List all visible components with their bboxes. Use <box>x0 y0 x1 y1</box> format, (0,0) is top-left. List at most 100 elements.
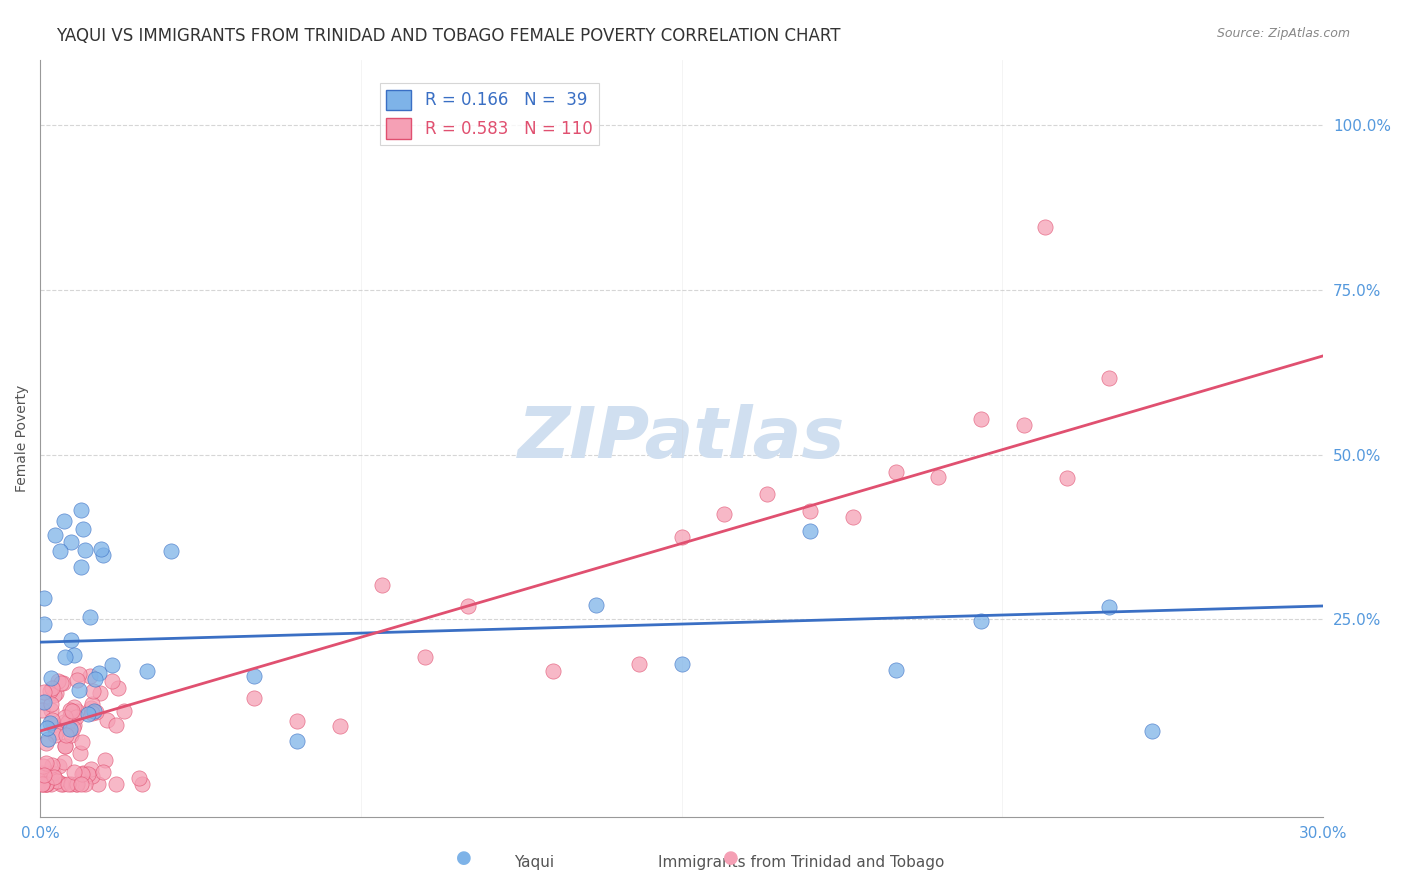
Immigrants from Trinidad and Tobago <box>842 510 865 524</box>
Immigrants from Trinidad and Tobago <box>42 770 65 784</box>
Immigrants from Trinidad and Tobago <box>37 771 59 785</box>
Immigrants from Trinidad and Tobago <box>84 705 107 719</box>
Immigrants from Trinidad and Tobago <box>671 530 693 544</box>
Yaqui <box>53 514 76 528</box>
Immigrants from Trinidad and Tobago <box>76 767 98 781</box>
Immigrants from Trinidad and Tobago <box>52 777 75 791</box>
Immigrants from Trinidad and Tobago <box>63 699 86 714</box>
Immigrants from Trinidad and Tobago <box>41 713 63 727</box>
Yaqui <box>35 721 58 735</box>
Immigrants from Trinidad and Tobago <box>328 719 350 733</box>
Immigrants from Trinidad and Tobago <box>60 704 83 718</box>
Immigrants from Trinidad and Tobago <box>927 470 949 484</box>
Immigrants from Trinidad and Tobago <box>1056 470 1078 484</box>
Immigrants from Trinidad and Tobago <box>756 487 779 501</box>
Immigrants from Trinidad and Tobago <box>128 771 150 785</box>
Immigrants from Trinidad and Tobago <box>39 770 62 784</box>
Y-axis label: Female Poverty: Female Poverty <box>15 384 30 491</box>
Yaqui <box>34 616 56 631</box>
Immigrants from Trinidad and Tobago <box>80 697 103 711</box>
Yaqui <box>70 503 93 517</box>
Yaqui <box>83 704 105 718</box>
Immigrants from Trinidad and Tobago <box>66 777 89 791</box>
Immigrants from Trinidad and Tobago <box>51 777 73 791</box>
Immigrants from Trinidad and Tobago <box>35 777 58 791</box>
Immigrants from Trinidad and Tobago <box>53 710 76 724</box>
Immigrants from Trinidad and Tobago <box>66 704 89 718</box>
Immigrants from Trinidad and Tobago <box>59 703 82 717</box>
Immigrants from Trinidad and Tobago <box>52 756 75 770</box>
Immigrants from Trinidad and Tobago <box>91 765 114 780</box>
Text: YAQUI VS IMMIGRANTS FROM TRINIDAD AND TOBAGO FEMALE POVERTY CORRELATION CHART: YAQUI VS IMMIGRANTS FROM TRINIDAD AND TO… <box>56 27 841 45</box>
Immigrants from Trinidad and Tobago <box>35 756 58 770</box>
Text: Source: ZipAtlas.com: Source: ZipAtlas.com <box>1216 27 1350 40</box>
Yaqui <box>1140 724 1163 739</box>
Immigrants from Trinidad and Tobago <box>70 735 93 749</box>
Immigrants from Trinidad and Tobago <box>38 771 60 785</box>
Yaqui <box>970 614 993 628</box>
Immigrants from Trinidad and Tobago <box>243 690 266 705</box>
Immigrants from Trinidad and Tobago <box>107 681 129 695</box>
Immigrants from Trinidad and Tobago <box>39 703 62 717</box>
Immigrants from Trinidad and Tobago <box>41 758 63 772</box>
Immigrants from Trinidad and Tobago <box>46 674 69 689</box>
Immigrants from Trinidad and Tobago <box>543 664 565 678</box>
Immigrants from Trinidad and Tobago <box>42 717 65 731</box>
Immigrants from Trinidad and Tobago <box>60 728 83 742</box>
Text: ●: ● <box>723 849 740 867</box>
Immigrants from Trinidad and Tobago <box>413 650 436 665</box>
Yaqui <box>1098 600 1121 615</box>
Text: ZIPatlas: ZIPatlas <box>517 403 845 473</box>
Immigrants from Trinidad and Tobago <box>1033 220 1056 235</box>
Yaqui <box>69 560 91 574</box>
Immigrants from Trinidad and Tobago <box>69 777 91 791</box>
Immigrants from Trinidad and Tobago <box>75 777 97 791</box>
Immigrants from Trinidad and Tobago <box>62 722 84 736</box>
Immigrants from Trinidad and Tobago <box>39 697 62 711</box>
Yaqui <box>37 732 59 747</box>
Immigrants from Trinidad and Tobago <box>35 777 58 791</box>
Yaqui <box>799 524 821 538</box>
Yaqui <box>136 665 159 679</box>
Immigrants from Trinidad and Tobago <box>52 715 75 730</box>
Immigrants from Trinidad and Tobago <box>79 701 101 715</box>
Immigrants from Trinidad and Tobago <box>65 709 87 723</box>
Immigrants from Trinidad and Tobago <box>39 766 62 780</box>
Immigrants from Trinidad and Tobago <box>39 777 62 791</box>
Yaqui <box>90 541 112 556</box>
Immigrants from Trinidad and Tobago <box>627 657 650 671</box>
Immigrants from Trinidad and Tobago <box>82 684 104 698</box>
Immigrants from Trinidad and Tobago <box>56 714 79 729</box>
Immigrants from Trinidad and Tobago <box>58 715 80 730</box>
Immigrants from Trinidad and Tobago <box>31 695 53 709</box>
Immigrants from Trinidad and Tobago <box>884 466 907 480</box>
Immigrants from Trinidad and Tobago <box>35 777 58 791</box>
Yaqui <box>34 591 56 606</box>
Immigrants from Trinidad and Tobago <box>79 669 101 683</box>
Immigrants from Trinidad and Tobago <box>65 777 87 791</box>
Immigrants from Trinidad and Tobago <box>32 768 55 782</box>
Immigrants from Trinidad and Tobago <box>80 706 103 720</box>
Immigrants from Trinidad and Tobago <box>457 599 479 613</box>
Text: ●: ● <box>456 849 472 867</box>
Yaqui <box>39 671 62 685</box>
Immigrants from Trinidad and Tobago <box>89 685 111 699</box>
Yaqui <box>91 548 114 562</box>
Yaqui <box>67 682 90 697</box>
Immigrants from Trinidad and Tobago <box>713 507 735 521</box>
Immigrants from Trinidad and Tobago <box>48 758 70 772</box>
Yaqui <box>73 542 96 557</box>
Immigrants from Trinidad and Tobago <box>45 725 67 739</box>
Immigrants from Trinidad and Tobago <box>80 762 103 776</box>
Immigrants from Trinidad and Tobago <box>42 766 65 780</box>
Immigrants from Trinidad and Tobago <box>44 728 66 742</box>
Immigrants from Trinidad and Tobago <box>66 673 89 688</box>
Yaqui <box>59 535 82 549</box>
Yaqui <box>83 672 105 686</box>
Yaqui <box>62 648 84 662</box>
Immigrants from Trinidad and Tobago <box>46 774 69 789</box>
Yaqui <box>59 632 82 647</box>
Immigrants from Trinidad and Tobago <box>51 675 73 690</box>
Yaqui <box>79 610 101 624</box>
Immigrants from Trinidad and Tobago <box>1098 371 1121 385</box>
